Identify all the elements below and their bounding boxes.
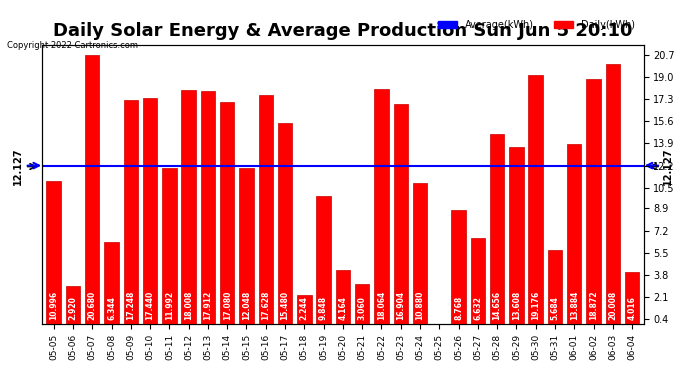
Text: 20.680: 20.680 (88, 291, 97, 320)
Bar (567, 144, 582, 324)
Bar (66, 286, 80, 324)
Text: 3.060: 3.060 (357, 296, 366, 320)
Legend: Average(kWh), Daily(kWh): Average(kWh), Daily(kWh) (434, 16, 639, 34)
Text: 17.628: 17.628 (262, 291, 270, 320)
Bar (278, 123, 293, 324)
Bar (490, 134, 504, 324)
Text: 0.000: 0.000 (435, 296, 444, 320)
Text: 4.016: 4.016 (628, 296, 637, 320)
Text: 9.848: 9.848 (319, 296, 328, 320)
Text: 5.684: 5.684 (551, 296, 560, 320)
Bar (220, 102, 235, 324)
Text: 17.080: 17.080 (223, 291, 232, 320)
Text: 18.872: 18.872 (589, 291, 598, 320)
Text: Copyright 2022 Cartronics.com: Copyright 2022 Cartronics.com (7, 41, 138, 50)
Bar (548, 250, 562, 324)
Text: 11.992: 11.992 (165, 291, 174, 320)
Text: 19.176: 19.176 (531, 291, 540, 320)
Bar (85, 56, 99, 324)
Text: 17.440: 17.440 (146, 291, 155, 320)
Bar (317, 196, 331, 324)
Bar (529, 75, 543, 324)
Text: 15.480: 15.480 (281, 291, 290, 320)
Bar (335, 270, 350, 324)
Text: 13.608: 13.608 (512, 291, 521, 320)
Bar (104, 242, 119, 324)
Bar (471, 238, 485, 324)
Bar (162, 168, 177, 324)
Bar (606, 64, 620, 324)
Text: 4.164: 4.164 (338, 296, 347, 320)
Text: 6.344: 6.344 (107, 296, 116, 320)
Text: 16.904: 16.904 (396, 291, 405, 320)
Bar (413, 183, 427, 324)
Bar (297, 295, 312, 324)
Text: 12.048: 12.048 (242, 291, 251, 320)
Text: 17.912: 17.912 (204, 291, 213, 320)
Text: 2.920: 2.920 (68, 296, 77, 320)
Bar (124, 100, 138, 324)
Text: 8.768: 8.768 (454, 296, 463, 320)
Text: 14.656: 14.656 (493, 291, 502, 320)
Bar (143, 98, 157, 324)
Title: Daily Solar Energy & Average Production Sun Jun 5 20:10: Daily Solar Energy & Average Production … (53, 22, 633, 40)
Bar (393, 105, 408, 324)
Text: 12.127: 12.127 (13, 148, 23, 185)
Text: 10.996: 10.996 (49, 291, 58, 320)
Text: 2.244: 2.244 (300, 296, 309, 320)
Text: 6.632: 6.632 (473, 296, 482, 320)
Bar (355, 284, 369, 324)
Text: 13.884: 13.884 (570, 291, 579, 320)
Text: 17.248: 17.248 (126, 291, 135, 320)
Text: 12.127: 12.127 (663, 148, 673, 185)
Bar (509, 147, 524, 324)
Bar (625, 272, 640, 324)
Text: 20.008: 20.008 (609, 291, 618, 320)
Bar (46, 181, 61, 324)
Bar (374, 89, 388, 324)
Text: 18.008: 18.008 (184, 291, 193, 320)
Bar (259, 95, 273, 324)
Bar (586, 79, 601, 324)
Bar (201, 92, 215, 324)
Text: 18.064: 18.064 (377, 291, 386, 320)
Bar (239, 168, 254, 324)
Bar (181, 90, 196, 324)
Bar (451, 210, 466, 324)
Text: 10.880: 10.880 (415, 291, 424, 320)
